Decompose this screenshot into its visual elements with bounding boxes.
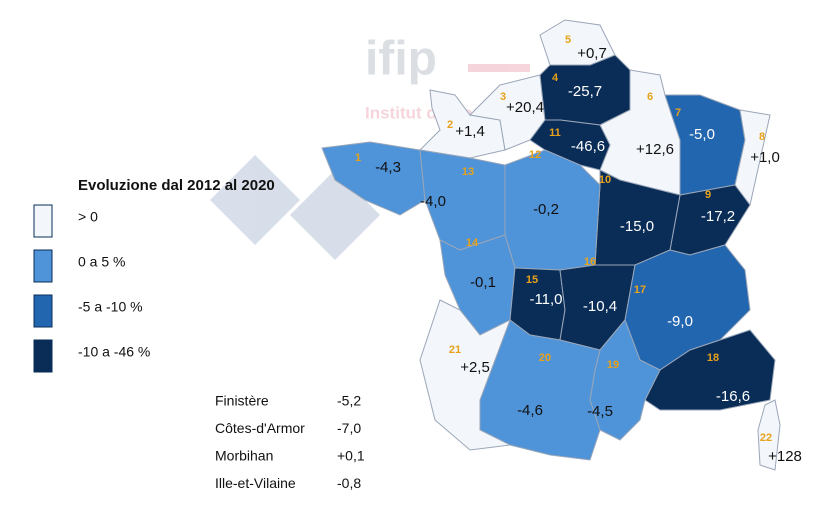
watermark-shape	[210, 155, 300, 245]
region-value: -5,0	[689, 126, 715, 143]
watermark-brand: ifip	[365, 33, 437, 86]
region-number: 8	[759, 131, 765, 143]
legend-title: Evoluzione dal 2012 al 2020	[78, 177, 275, 194]
table-name: Ille-et-Vilaine	[215, 475, 296, 491]
region-value: -16,6	[716, 388, 750, 405]
region-value: -17,2	[701, 208, 735, 225]
region-number: 2	[447, 119, 453, 131]
region-shape	[418, 89, 506, 159]
regions: 1 -4,3 2 +1,4 3+20,4 4 -25,7 5 +0,7 6 +12,6 7 -5,0 8 +…	[321, 19, 802, 471]
region-value: -4,0	[420, 193, 446, 210]
legend-swatch	[33, 294, 53, 328]
region-shape	[529, 119, 611, 171]
legend-label: -10 a -46 %	[78, 344, 150, 360]
legend-label: -5 a -10 %	[78, 299, 143, 315]
region-value: -4,3	[375, 159, 401, 176]
legend-label: 0 a 5 %	[78, 254, 125, 270]
watermark-bar	[468, 64, 530, 72]
region-value: +2,5	[460, 359, 490, 376]
region-number: 9	[705, 189, 711, 201]
region-number: 3	[500, 91, 506, 103]
region-number: 13	[462, 166, 474, 178]
region-number: 14	[466, 237, 479, 249]
region-shape	[757, 399, 781, 471]
region-number: 16	[584, 256, 596, 268]
region-value: +1,4	[455, 123, 485, 140]
table-name: Finistère	[215, 393, 269, 409]
region-number: 18	[707, 352, 719, 364]
region-number: 19	[607, 359, 619, 371]
region-number: 12	[529, 149, 541, 161]
legend-swatch	[33, 339, 53, 373]
region-number: 22	[760, 432, 772, 444]
region-value: -0,2	[533, 201, 559, 218]
region-value: -46,6	[571, 138, 605, 155]
region-number: 6	[647, 91, 653, 103]
region-value: -9,0	[667, 313, 693, 330]
table-value: +0,1	[337, 448, 365, 464]
region-value: -10,4	[583, 298, 617, 315]
region-number: 5	[565, 34, 571, 46]
region-value: -0,1	[470, 274, 496, 291]
region-value: -25,7	[568, 83, 602, 100]
region-shape	[321, 141, 426, 216]
region-number: 10	[599, 174, 611, 186]
legend: Evoluzione dal 2012 al 2020 > 0 0 a 5 % -5…	[33, 177, 275, 373]
region-value: +128	[768, 448, 802, 465]
table-value: -7,0	[337, 420, 361, 436]
region-number: 21	[449, 344, 461, 356]
region-number: 11	[549, 127, 561, 139]
table-name: Côtes-d'Armor	[215, 420, 305, 436]
region-number: 1	[355, 152, 361, 164]
region-value: +1,0	[750, 149, 780, 166]
region-value: +12,6	[636, 141, 674, 158]
table-value: -5,2	[337, 393, 361, 409]
region-value: -4,6	[517, 402, 543, 419]
region-value: -15,0	[620, 218, 654, 235]
region-shape	[419, 299, 512, 451]
table-value: -0,8	[337, 475, 361, 491]
region-value: -11,0	[529, 291, 562, 308]
region-number: 4	[552, 72, 559, 84]
region-value: +0,7	[577, 45, 607, 62]
region-value: +20,4	[506, 99, 544, 116]
legend-swatch	[33, 249, 53, 283]
region-number: 17	[634, 284, 646, 296]
region-number: 7	[675, 107, 681, 119]
region-value: -4,5	[587, 403, 613, 420]
region-number: 15	[526, 274, 538, 286]
table: Finistère -5,2 Côtes-d'Armor -7,0 Morbihan +0…	[215, 393, 365, 492]
legend-label: > 0	[78, 209, 98, 225]
table-name: Morbihan	[215, 448, 273, 464]
legend-swatch	[33, 204, 53, 238]
region-shape	[539, 19, 616, 66]
region-number: 20	[539, 352, 551, 364]
